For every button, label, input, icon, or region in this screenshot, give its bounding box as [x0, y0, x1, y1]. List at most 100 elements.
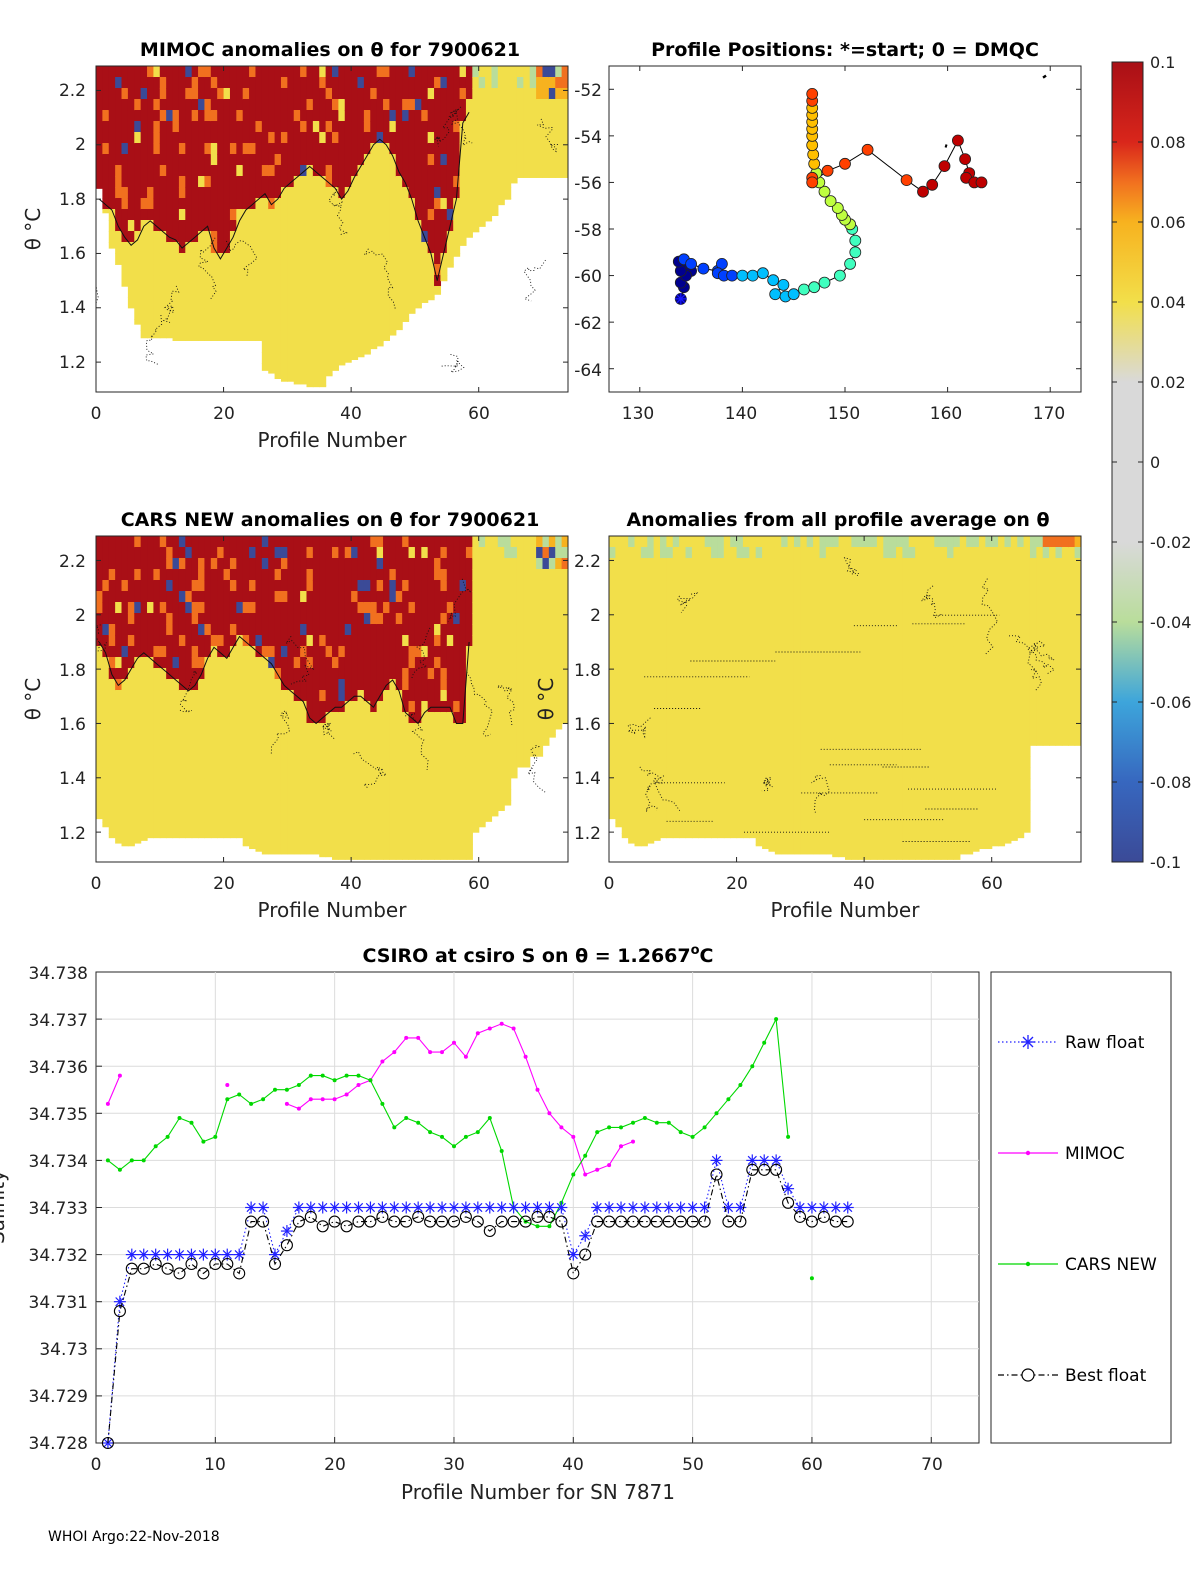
heatmap-cell [293, 176, 301, 188]
heatmap-cell [191, 558, 199, 570]
heatmap-cell [723, 712, 731, 724]
heatmap-cell [717, 745, 725, 757]
heatmap-cell [217, 319, 225, 331]
heatmap-cell [210, 319, 218, 331]
heatmap-cell [711, 679, 719, 691]
heatmap-cell [736, 602, 744, 614]
heatmap-cell [395, 602, 403, 614]
heatmap-cell [510, 547, 518, 559]
heatmap-cell [325, 635, 333, 647]
heatmap-cell [210, 679, 218, 691]
heatmap-cell [287, 822, 295, 834]
heatmap-cell [332, 319, 339, 331]
heatmap-cell [742, 822, 750, 834]
heatmap-cell [383, 77, 391, 89]
heatmap-cell [504, 558, 512, 570]
heatmap-cell [191, 99, 199, 111]
heatmap-cell [376, 242, 384, 254]
heatmap-cell [249, 811, 257, 823]
heatmap-cell [523, 110, 531, 122]
heatmap-cell [730, 569, 738, 581]
profile-position-point [808, 281, 821, 294]
heatmap-cell [229, 308, 237, 320]
heatmap-cell [800, 723, 808, 735]
heatmap-cell [427, 154, 435, 166]
heatmap-cell [153, 591, 161, 603]
heatmap-cell [255, 558, 263, 570]
heatmap-cell [102, 165, 110, 177]
heatmap-cell [134, 198, 142, 210]
heatmap-cell [768, 690, 776, 702]
heatmap-cell [121, 121, 129, 133]
heatmap-cell [127, 602, 135, 614]
heatmap-cell [351, 275, 359, 287]
heatmap-cell [268, 88, 276, 100]
heatmap-cell [736, 657, 744, 669]
heatmap-cell [548, 701, 556, 713]
heatmap-cell [628, 778, 636, 790]
heatmap-cell [800, 679, 808, 691]
heatmap-cell [825, 723, 833, 735]
heatmap-cell [185, 580, 193, 592]
heatmap-cell [102, 811, 110, 823]
heatmap-cell [140, 635, 148, 647]
heatmap-cell [781, 778, 789, 790]
heatmap-cell [459, 242, 467, 246]
heatmap-cell [344, 723, 352, 735]
heatmap-cell [344, 855, 352, 860]
heatmap-cell [813, 800, 821, 812]
heatmap-cell [268, 66, 276, 78]
heatmap-cell [357, 624, 365, 636]
heatmap-cell [800, 668, 808, 680]
heatmap-cell [838, 811, 846, 823]
heatmap-cell [376, 679, 384, 691]
heatmap-cell [376, 154, 384, 166]
heatmap-cell [414, 767, 422, 779]
heatmap-cell [108, 657, 116, 669]
heatmap-cell [838, 558, 846, 570]
heatmap-cell [402, 209, 410, 221]
heatmap-cell [672, 734, 680, 746]
heatmap-cell [376, 811, 384, 823]
heatmap-cell [781, 624, 789, 636]
heatmap-cell [115, 165, 123, 177]
heatmap-cell [414, 833, 422, 845]
heatmap-cell [280, 767, 288, 779]
heatmap-cell [172, 77, 180, 89]
heatmap-cell [472, 209, 480, 221]
heatmap-cell [555, 591, 563, 603]
heatmap-cell [121, 800, 129, 812]
heatmap-cell [332, 668, 339, 680]
heatmap-cell [672, 723, 680, 735]
heatmap-cell [555, 701, 563, 713]
heatmap-cell [704, 668, 712, 680]
heatmap-cell [609, 679, 616, 691]
heatmap-cell [510, 154, 518, 166]
heatmap-cell [806, 679, 814, 691]
heatmap-cell [478, 657, 486, 669]
heatmap-cell [249, 209, 257, 221]
heatmap-cell [255, 569, 263, 581]
heatmap-cell [555, 121, 563, 133]
heatmap-cell [140, 132, 148, 144]
heatmap-cell [210, 99, 218, 111]
heatmap-cell [338, 176, 346, 188]
heatmap-cell [647, 624, 655, 636]
heatmap-cell [274, 547, 282, 559]
heatmap-cell [504, 154, 512, 166]
colorbar-tick--0.06: -0.06 [1150, 693, 1191, 712]
heatmap-cell [427, 176, 435, 188]
heatmap-cell [434, 176, 442, 188]
heatmap-cell [813, 734, 821, 746]
heatmap-cell [198, 121, 206, 133]
heatmap-cell [306, 231, 314, 243]
heatmap-cell [178, 767, 186, 779]
heatmap-cell [306, 374, 314, 386]
heatmap-cell [717, 712, 725, 724]
heatmap-cell [166, 154, 174, 166]
heatmap-cell [229, 88, 237, 100]
heatmap-cell [96, 679, 103, 691]
heatmap-cell [491, 165, 499, 177]
heatmap-cell [268, 176, 276, 188]
heatmap-cell [736, 833, 744, 839]
